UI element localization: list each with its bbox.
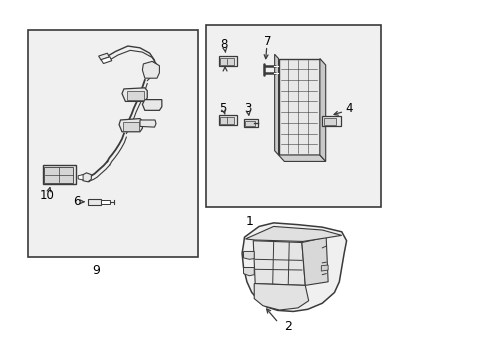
Polygon shape (254, 284, 308, 310)
Bar (322, 116, 340, 126)
Bar (323, 118, 336, 125)
Bar (126, 91, 143, 100)
Polygon shape (243, 267, 254, 276)
Polygon shape (274, 54, 278, 155)
Polygon shape (140, 120, 156, 127)
Bar (244, 121, 254, 126)
Bar (44, 167, 73, 183)
Polygon shape (122, 88, 147, 102)
Bar (28, 30, 198, 257)
Text: 8: 8 (220, 39, 227, 51)
Text: 9: 9 (92, 264, 100, 276)
Text: 4: 4 (345, 102, 352, 115)
Text: 3: 3 (244, 102, 251, 115)
Polygon shape (78, 175, 83, 180)
Polygon shape (253, 241, 305, 285)
Bar (205, 24, 380, 207)
Polygon shape (119, 118, 142, 132)
Polygon shape (81, 173, 91, 182)
Polygon shape (242, 223, 346, 311)
Polygon shape (321, 265, 327, 271)
Polygon shape (243, 251, 254, 259)
Bar (218, 114, 237, 125)
Bar (220, 58, 233, 64)
Bar (278, 59, 319, 155)
Polygon shape (142, 62, 159, 78)
Polygon shape (301, 237, 327, 285)
Polygon shape (278, 155, 325, 161)
Polygon shape (101, 57, 112, 64)
Bar (88, 199, 101, 205)
Polygon shape (319, 59, 325, 161)
Text: 6: 6 (73, 195, 81, 208)
Polygon shape (245, 226, 341, 242)
Polygon shape (99, 53, 109, 60)
Text: 2: 2 (284, 320, 292, 333)
Text: 10: 10 (40, 189, 55, 202)
Bar (101, 200, 110, 203)
Text: 7: 7 (264, 35, 271, 48)
Text: 1: 1 (245, 215, 253, 228)
Bar (220, 117, 233, 123)
Bar (42, 165, 76, 184)
Bar (243, 119, 258, 127)
Text: 5: 5 (219, 102, 226, 115)
Bar (218, 56, 237, 66)
Bar (122, 122, 138, 131)
Polygon shape (142, 100, 162, 111)
